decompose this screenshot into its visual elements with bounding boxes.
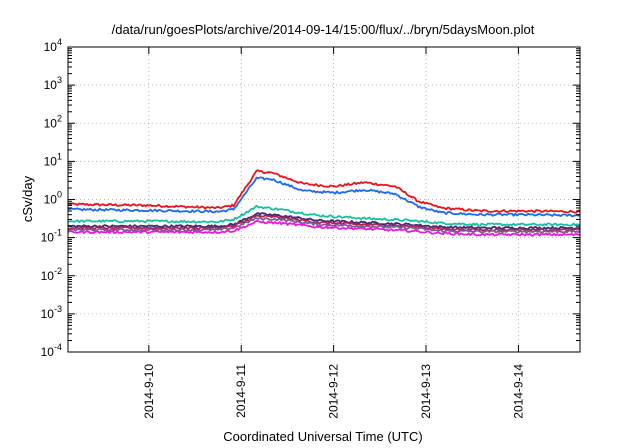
y-axis-label: cSv/day: [20, 175, 35, 222]
x-axis-label: Coordinated Universal Time (UTC): [223, 429, 422, 444]
y-tick-label: 102: [44, 113, 62, 130]
y-tick-label: 10-4: [41, 342, 62, 359]
y-tick-label: 10-2: [41, 266, 62, 283]
y-tick-label: 10-1: [41, 228, 62, 245]
grid: [68, 47, 580, 352]
series-line-4: [67, 212, 581, 230]
series-line-2: [67, 176, 581, 218]
x-tick-label: 2014-9-14: [511, 364, 525, 419]
series-line-3: [67, 204, 581, 227]
y-tick-label: 101: [44, 151, 62, 168]
chart-title: /data/run/goesPlots/archive/2014-09-14/1…: [112, 22, 535, 37]
y-tick-label: 103: [44, 75, 62, 92]
series-line-7: [67, 219, 581, 237]
y-tick-label: 10-3: [41, 304, 62, 321]
y-axis-ticks: 104 103 102 101 100 10-1 10-2 10-3 10-4: [41, 37, 580, 359]
x-tick-label: 2014-9-12: [327, 364, 341, 419]
x-tick-label: 2014-9-10: [142, 364, 156, 419]
y-tick-label: 104: [44, 37, 62, 54]
series-line-6: [67, 216, 581, 234]
y-tick-label: 100: [44, 190, 62, 207]
x-axis-ticks: 2014-9-10 2014-9-11 2014-9-12 2014-9-13 2014…: [142, 47, 525, 419]
x-tick-label: 2014-9-11: [234, 364, 248, 418]
x-tick-label: 2014-9-13: [419, 364, 433, 419]
series-lines: [67, 169, 581, 237]
series-line-1: [67, 169, 581, 214]
